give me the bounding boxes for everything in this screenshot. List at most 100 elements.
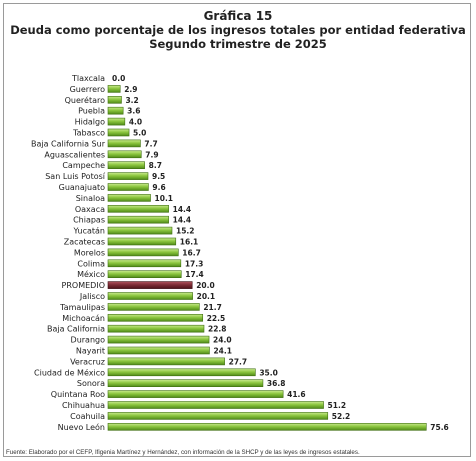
category-label: Nuevo León — [58, 422, 105, 432]
bar — [107, 346, 210, 355]
category-label: Tamaulipas — [59, 303, 105, 312]
value-label: 24.0 — [213, 336, 232, 345]
value-label: 51.2 — [328, 401, 347, 410]
bar — [107, 401, 324, 409]
bar — [107, 237, 177, 246]
value-label: 14.4 — [173, 205, 192, 214]
value-label: 3.2 — [125, 96, 138, 105]
category-label: Sinaloa — [76, 194, 105, 203]
value-label: 7.7 — [144, 139, 157, 148]
category-label: Michoacán — [62, 314, 105, 323]
value-label: 14.4 — [173, 216, 192, 225]
category-label: Baja California Sur — [31, 139, 106, 148]
category-label: Campeche — [62, 161, 105, 170]
value-label: 16.1 — [180, 238, 199, 247]
chart-subtitle: Deuda como porcentaje de los ingresos to… — [10, 23, 466, 37]
category-label: Coahuila — [70, 412, 105, 421]
chart-subtitle-period: Segundo trimestre de 2025 — [149, 37, 327, 51]
bar — [107, 117, 126, 126]
bar — [107, 292, 193, 300]
category-label: Quintana Roo — [51, 390, 105, 399]
value-label: 41.6 — [287, 390, 306, 399]
bar — [107, 422, 427, 431]
category-label: PROMEDIO — [62, 281, 105, 290]
value-label: 52.2 — [332, 412, 351, 421]
value-label: 8.7 — [149, 161, 162, 170]
value-label: 7.9 — [145, 150, 158, 159]
value-label: 36.8 — [267, 379, 286, 388]
category-label: Guanajuato — [59, 183, 105, 192]
value-label: 35.0 — [259, 368, 278, 377]
value-label: 22.5 — [207, 314, 226, 323]
value-label: 9.6 — [152, 183, 165, 192]
category-label: Morelos — [74, 248, 105, 257]
value-label: 10.1 — [155, 194, 174, 203]
bar — [107, 106, 124, 115]
bar — [107, 335, 210, 344]
value-label: 24.1 — [213, 347, 232, 356]
value-label: 3.6 — [127, 107, 140, 116]
category-label: Oaxaca — [75, 205, 105, 214]
bar — [107, 215, 169, 224]
bar — [107, 161, 145, 169]
category-label: Durango — [71, 336, 106, 345]
category-label: México — [77, 269, 105, 279]
category-label: Nayarit — [76, 347, 105, 356]
category-label: Chiapas — [73, 216, 105, 225]
bar — [107, 96, 122, 104]
category-label: San Luis Potosí — [45, 172, 106, 181]
category-label: Puebla — [78, 107, 105, 116]
value-label: 5.0 — [133, 129, 146, 138]
category-label: Veracruz — [70, 357, 105, 366]
bar — [107, 194, 151, 202]
value-label: 17.3 — [185, 259, 204, 268]
category-label: Querétaro — [65, 95, 105, 105]
category-label: Colima — [77, 259, 105, 268]
bar — [107, 368, 256, 377]
bar — [107, 248, 179, 257]
category-label: Jalisco — [79, 292, 105, 301]
bar — [107, 139, 141, 148]
bar — [107, 379, 264, 388]
bar — [107, 270, 182, 279]
bar — [107, 303, 200, 311]
value-label: 20.0 — [196, 281, 215, 290]
category-label: Guerrero — [70, 85, 105, 94]
bar — [107, 313, 204, 322]
bar — [107, 357, 225, 366]
value-label: 21.7 — [203, 303, 222, 312]
bar — [107, 183, 149, 191]
bar — [107, 412, 329, 420]
value-label: 22.8 — [208, 325, 227, 334]
category-label: Baja California — [47, 325, 105, 334]
category-label: Tlaxcala — [71, 74, 105, 83]
bar — [107, 259, 182, 268]
category-label: Yucatán — [73, 227, 105, 236]
value-label: 15.2 — [176, 227, 195, 236]
value-label: 20.1 — [197, 292, 216, 301]
category-label: Chihuahua — [62, 401, 105, 410]
bar — [107, 85, 121, 93]
source-note: Fuente: Elaborado por el CEFP, Ifigenia … — [6, 449, 360, 456]
bar-promedio — [107, 281, 193, 289]
category-label: Zacatecas — [64, 238, 105, 247]
chart-title: Gráfica 15 — [203, 9, 273, 23]
value-label: 17.4 — [185, 270, 204, 279]
value-label: 27.7 — [229, 357, 248, 366]
category-label: Sonora — [77, 379, 105, 388]
bar — [107, 226, 173, 235]
value-label: 0.0 — [112, 74, 125, 83]
bar — [107, 150, 142, 159]
value-label: 9.5 — [152, 172, 165, 181]
bar — [107, 390, 284, 398]
value-label: 75.6 — [430, 423, 449, 432]
value-label: 2.9 — [124, 85, 137, 94]
category-label: Ciudad de México — [34, 367, 105, 377]
bar — [107, 128, 130, 137]
bar — [107, 205, 169, 213]
category-label: Aguascalientes — [44, 150, 105, 159]
value-label: 4.0 — [129, 118, 142, 127]
value-label: 16.7 — [182, 248, 201, 257]
bar — [107, 172, 149, 180]
